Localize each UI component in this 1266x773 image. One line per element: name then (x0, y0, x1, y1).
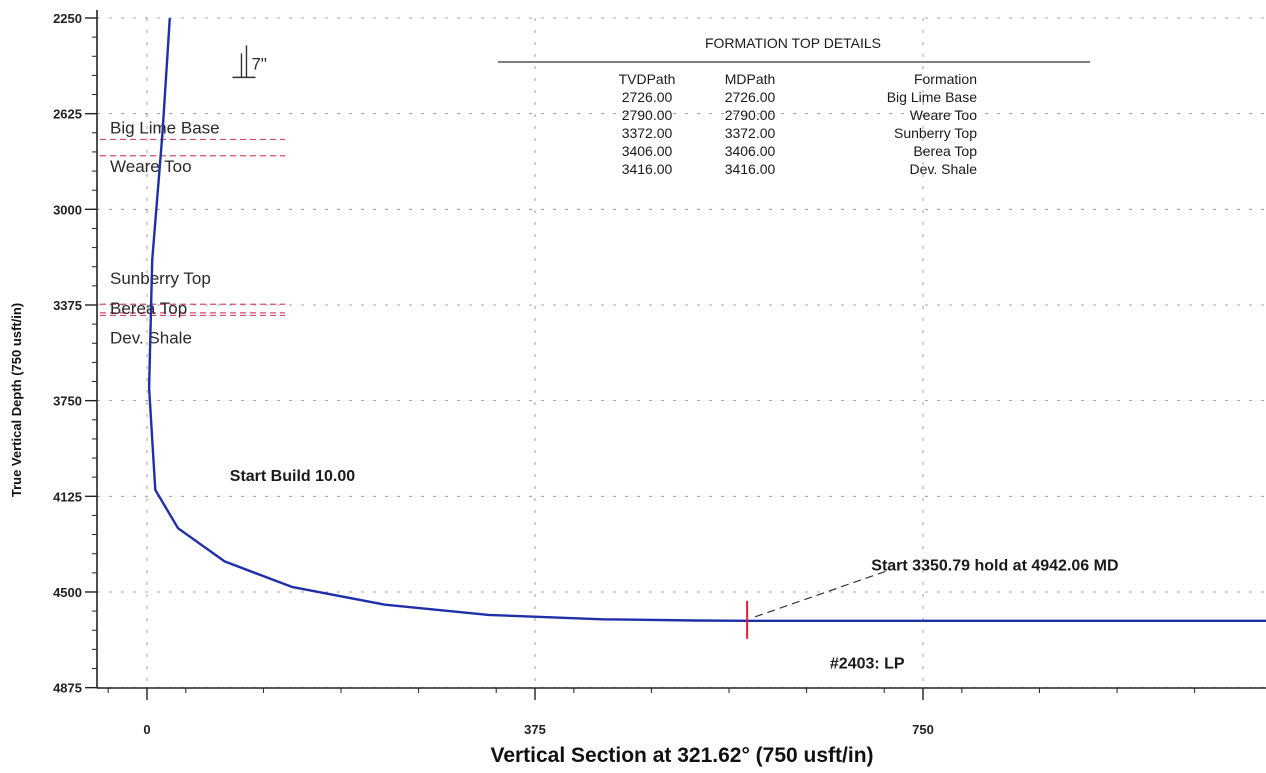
y-tick-label: 3375 (53, 298, 82, 313)
table-header-cell: TVDPath (619, 71, 676, 87)
x-tick-label: 750 (912, 722, 934, 737)
formation-label: Berea Top (110, 299, 187, 318)
y-tick-label: 3000 (53, 202, 82, 217)
formation-label: Big Lime Base (110, 118, 220, 137)
table-cell: 3416.00 (725, 161, 776, 177)
leader-line (754, 570, 888, 618)
annotations: Start Build 10.00 Start 3350.79 hold at 4… (230, 45, 1119, 673)
annotation-label: Start 3350.79 hold at 4942.06 MD (871, 557, 1118, 574)
axes: 0375750112515001875225026253000337537504… (53, 10, 1266, 737)
x-tick-label: 0 (143, 722, 150, 737)
table-cell: 3372.00 (725, 125, 776, 141)
formation-top-table: FORMATION TOP DETAILS TVDPath MDPath Forma… (498, 35, 1090, 177)
annotation-label: Start Build 10.00 (230, 468, 355, 485)
table-cell: 2790.00 (622, 107, 673, 123)
table-cell: 3416.00 (622, 161, 673, 177)
casing-label: 7" (251, 54, 267, 73)
grid-lines (97, 17, 1266, 689)
y-tick-label: 2625 (53, 107, 82, 122)
table-cell: 3372.00 (622, 125, 673, 141)
x-axis-title: Vertical Section at 321.62° (750 usft/in… (490, 744, 873, 767)
table-title: FORMATION TOP DETAILS (705, 35, 881, 51)
table-cell: 3406.00 (622, 143, 673, 159)
table-cell: Berea Top (913, 143, 977, 159)
table-cell: Sunberry Top (894, 125, 977, 141)
table-header-cell: Formation (914, 71, 977, 87)
table-header-cell: MDPath (725, 71, 776, 87)
table-cell: Weare Too (910, 107, 977, 123)
y-tick-label: 3750 (53, 394, 82, 409)
wellpath-markers (746, 600, 749, 639)
formation-label: Weare Too (110, 157, 192, 176)
y-axis-title: True Vertical Depth (750 usft/in) (9, 303, 24, 497)
y-tick-label: 4500 (53, 585, 82, 600)
table-cell: 3406.00 (725, 143, 776, 159)
wellpath-line (147, 17, 1266, 622)
table-body: TVDPath MDPath Formation 2726.00 2726.00 Big … (619, 71, 978, 177)
wellpath-series (147, 17, 1266, 622)
formation-label: Sunberry Top (110, 269, 211, 288)
casing-shoe-icon (232, 45, 256, 79)
y-tick-label: 2250 (53, 11, 82, 26)
table-cell: Dev. Shale (910, 161, 978, 177)
table-cell: 2726.00 (725, 89, 776, 105)
y-tick-label: 4125 (53, 489, 82, 504)
y-tick-label: 4875 (53, 681, 82, 696)
table-cell: Big Lime Base (887, 89, 977, 105)
table-cell: 2726.00 (622, 89, 673, 105)
x-tick-label: 375 (524, 722, 546, 737)
table-cell: 2790.00 (725, 107, 776, 123)
annotation-label: #2403: LP (830, 656, 905, 673)
